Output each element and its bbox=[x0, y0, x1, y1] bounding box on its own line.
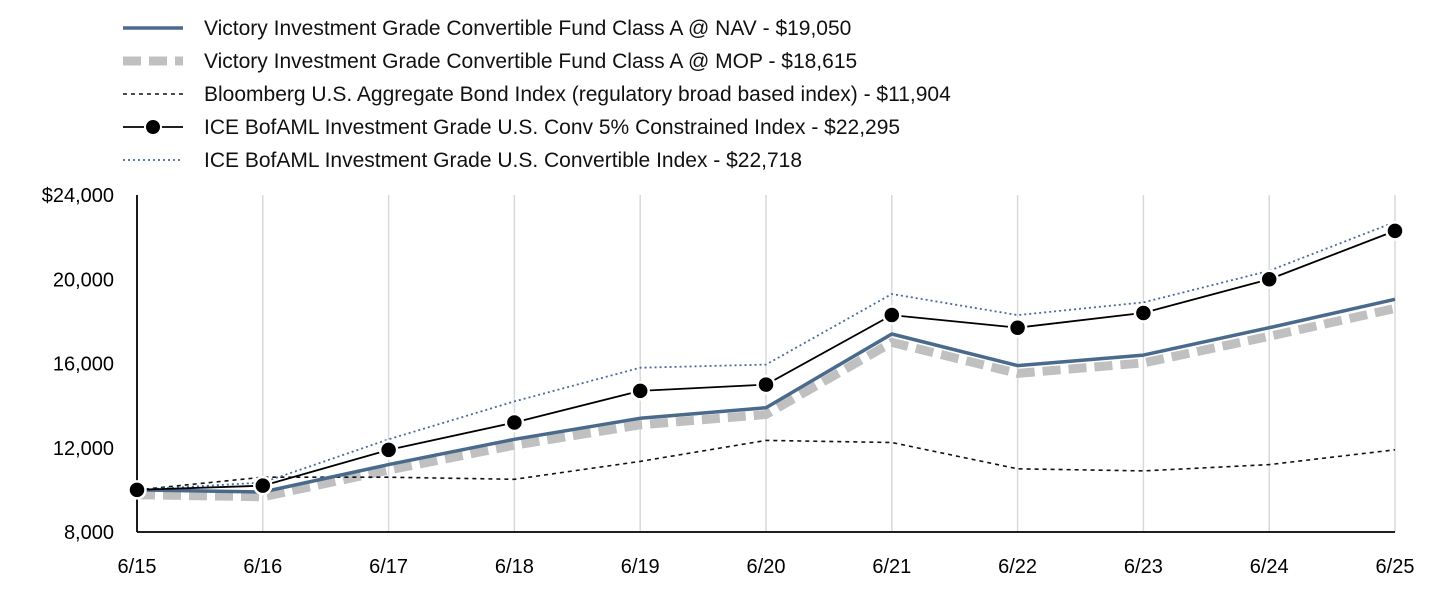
x-tick-label: 6/22 bbox=[998, 556, 1037, 578]
x-tick-label: 6/24 bbox=[1250, 556, 1289, 578]
legend-marker-4 bbox=[144, 118, 162, 136]
x-tick-label: 6/23 bbox=[1124, 556, 1163, 578]
y-tick-label: 12,000 bbox=[53, 438, 114, 460]
series-line-1 bbox=[136, 297, 1396, 494]
data-point-6/18 bbox=[504, 412, 525, 433]
data-point-6/20 bbox=[756, 374, 776, 395]
legend-label-4: ICE BofAML Investment Grade U.S. Conv 5%… bbox=[204, 116, 900, 139]
data-point-6/22 bbox=[1007, 317, 1028, 338]
data-point-6/25 bbox=[1385, 221, 1405, 241]
data-point-6/23 bbox=[1133, 303, 1154, 323]
axes bbox=[136, 195, 1395, 533]
x-tick-label: 6/16 bbox=[243, 556, 282, 578]
legend-label-5: ICE BofAML Investment Grade U.S. Convert… bbox=[204, 149, 802, 172]
series-line-3 bbox=[136, 439, 1396, 491]
legend-label-2: Victory Investment Grade Convertible Fun… bbox=[204, 50, 857, 73]
series-line-2 bbox=[136, 304, 1396, 502]
data-point-6/16 bbox=[253, 475, 273, 496]
data-point-6/21 bbox=[882, 305, 902, 325]
x-tick-label: 6/20 bbox=[747, 556, 786, 578]
x-tick-label: 6/19 bbox=[621, 556, 660, 578]
legend-label-3: Bloomberg U.S. Aggregate Bond Index (reg… bbox=[204, 83, 951, 106]
x-tick-label: 6/21 bbox=[872, 556, 911, 578]
x-tick-label: 6/25 bbox=[1376, 556, 1415, 578]
tick-labels: 8,000 12,000 16,000 20,000 $24,000 6/15 6/16 6/… bbox=[42, 185, 1415, 578]
legend: Victory Investment Grade Convertible Fun… bbox=[123, 17, 951, 172]
data-point-6/24 bbox=[1259, 269, 1279, 289]
series-line-5 bbox=[136, 221, 1396, 491]
legend-label-1: Victory Investment Grade Convertible Fun… bbox=[204, 17, 851, 40]
grid-lines bbox=[262, 195, 1396, 532]
x-tick-label: 6/18 bbox=[495, 556, 534, 578]
y-tick-label: $24,000 bbox=[42, 185, 114, 207]
data-point-6/19 bbox=[630, 381, 650, 401]
x-tick-label: 6/17 bbox=[369, 556, 408, 578]
series-layer bbox=[127, 221, 1405, 502]
data-point-6/17 bbox=[378, 440, 399, 460]
x-tick-label: 6/15 bbox=[118, 556, 157, 578]
y-tick-label: 8,000 bbox=[64, 522, 114, 544]
y-tick-label: 20,000 bbox=[53, 269, 114, 291]
data-point-6/15 bbox=[127, 480, 147, 500]
y-tick-label: 16,000 bbox=[53, 354, 114, 376]
